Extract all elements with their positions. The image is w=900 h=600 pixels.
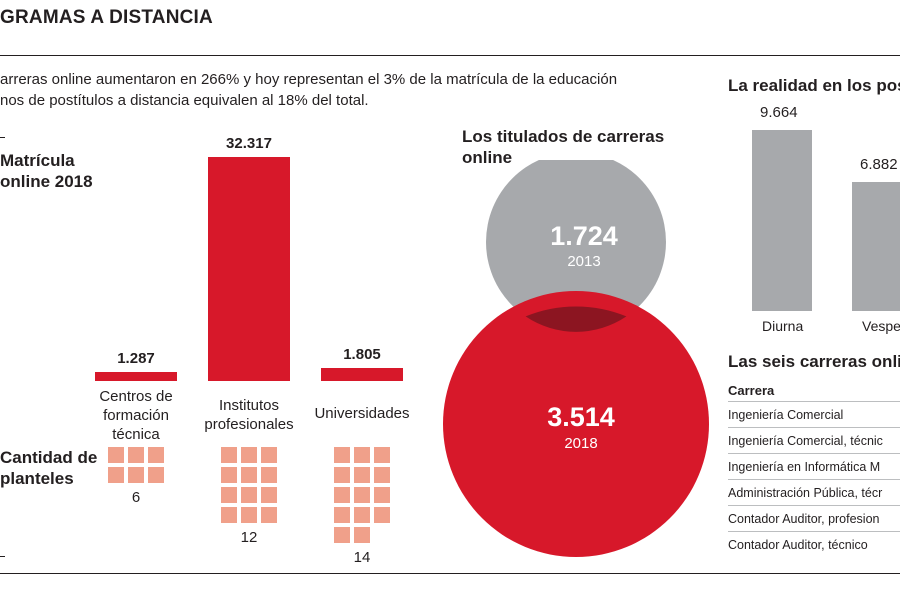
plantel-square xyxy=(334,467,350,483)
table-row: Contador Auditor, profesion xyxy=(728,512,880,526)
plantel-square xyxy=(128,447,144,463)
plantel-square xyxy=(241,467,257,483)
matricula-bar xyxy=(208,157,290,381)
plantel-square xyxy=(374,507,390,523)
plantel-square xyxy=(334,527,350,543)
table-row: Ingeniería Comercial xyxy=(728,408,844,422)
planteles-heading-line-1: Cantidad de xyxy=(0,448,98,467)
bubble-2013 xyxy=(486,160,666,332)
plantel-square xyxy=(221,487,237,503)
matricula-bar-label-line: Centros de xyxy=(99,388,173,405)
realidad-heading: La realidad en los pos xyxy=(728,76,900,95)
section-tick xyxy=(0,137,5,138)
realidad-bar-value: 9.664 xyxy=(760,104,798,121)
plantel-square xyxy=(108,447,124,463)
bubble-2018 xyxy=(443,291,709,557)
plantel-square xyxy=(374,467,390,483)
intro-line-2: nos de postítulos a distancia equivalen … xyxy=(0,92,369,109)
realidad-bar-label: Vespert xyxy=(862,318,900,334)
table-divider xyxy=(728,531,900,532)
table-row: Ingeniería Comercial, técnic xyxy=(728,434,883,448)
titulados-bubble-chart: 1.724 2013 3.514 2018 xyxy=(443,160,709,557)
plantel-square xyxy=(334,507,350,523)
matricula-heading-line-1: Matrícula xyxy=(0,151,75,170)
plantel-square xyxy=(221,447,237,463)
bubble-2018-value: 3.514 xyxy=(547,402,615,432)
plantel-square xyxy=(334,487,350,503)
matricula-bar-label-line: formación xyxy=(103,407,169,424)
matricula-bar-label-line: Institutos xyxy=(218,397,280,414)
carreras-column-header: Carrera xyxy=(728,383,775,398)
bubble-2013-year: 2013 xyxy=(567,253,600,270)
bubble-2013-value: 1.724 xyxy=(550,221,618,251)
plantel-square xyxy=(334,447,350,463)
table-divider xyxy=(728,401,900,402)
matricula-bar-value: 1.287 xyxy=(117,350,155,367)
plantel-square xyxy=(261,487,277,503)
table-divider xyxy=(728,479,900,480)
plantel-count: 12 xyxy=(240,529,258,546)
plantel-square xyxy=(354,487,370,503)
realidad-bar-value: 6.882 xyxy=(860,156,898,174)
matricula-heading-line-2: online 2018 xyxy=(0,172,93,191)
plantel-squares xyxy=(108,447,164,483)
plantel-square xyxy=(261,447,277,463)
planteles-heading-line-2: planteles xyxy=(0,469,74,488)
plantel-squares xyxy=(221,447,277,523)
plantel-square xyxy=(261,507,277,523)
matricula-bar-label-line: profesionales xyxy=(204,416,294,433)
intro-text: arreras online aumentaron en 266% y hoy … xyxy=(0,69,617,111)
matricula-bar-label-line: Universidades xyxy=(314,405,410,422)
table-row: Ingeniería en Informática M xyxy=(728,460,881,474)
plantel-square xyxy=(221,507,237,523)
matricula-bar-label: Universidades xyxy=(297,404,427,423)
realidad-bar xyxy=(752,130,812,311)
plantel-count: 14 xyxy=(353,549,371,566)
plantel-square xyxy=(354,527,370,543)
plantel-square xyxy=(128,467,144,483)
plantel-square xyxy=(374,487,390,503)
intro-line-1: arreras online aumentaron en 266% y hoy … xyxy=(0,71,618,88)
title-divider xyxy=(0,55,900,56)
table-row: Administración Pública, técr xyxy=(728,486,883,500)
matricula-bar-value: 1.805 xyxy=(343,346,381,364)
matricula-bar-value: 32.317 xyxy=(226,135,272,152)
section-tick xyxy=(0,556,5,557)
plantel-square xyxy=(354,467,370,483)
bubble-2018-year: 2018 xyxy=(564,435,597,452)
matricula-bar-label: Centros de formación técnica xyxy=(71,387,201,444)
titulados-heading: Los titulados de carreras online xyxy=(462,126,664,168)
plantel-square xyxy=(108,467,124,483)
bubble-overlap xyxy=(525,306,627,332)
realidad-bar xyxy=(852,182,900,311)
plantel-count: 6 xyxy=(131,489,141,506)
matricula-bar xyxy=(95,372,177,381)
plantel-square xyxy=(241,487,257,503)
plantel-square xyxy=(261,467,277,483)
titulados-heading-line-1: Los titulados de carreras xyxy=(462,127,665,146)
table-row: Contador Auditor, técnico xyxy=(728,538,868,552)
matricula-bar xyxy=(321,368,403,381)
plantel-square xyxy=(354,447,370,463)
plantel-square xyxy=(221,467,237,483)
table-divider xyxy=(728,505,900,506)
plantel-square xyxy=(241,447,257,463)
matricula-heading: Matrícula online 2018 xyxy=(0,150,93,192)
bottom-divider xyxy=(0,573,900,574)
realidad-bar-label: Diurna xyxy=(762,318,804,334)
plantel-square xyxy=(241,507,257,523)
planteles-heading: Cantidad de planteles xyxy=(0,447,97,489)
plantel-square xyxy=(374,447,390,463)
plantel-square xyxy=(148,447,164,463)
table-divider xyxy=(728,427,900,428)
matricula-bar-label-line: técnica xyxy=(112,426,160,443)
table-divider xyxy=(728,453,900,454)
plantel-square xyxy=(354,507,370,523)
page-title: GRAMAS A DISTANCIA xyxy=(0,7,213,28)
plantel-square xyxy=(148,467,164,483)
plantel-squares xyxy=(334,447,390,543)
matricula-bar-label: Institutos profesionales xyxy=(184,396,314,434)
carreras-heading: Las seis carreras onli xyxy=(728,352,900,371)
titulados-heading-line-2: online xyxy=(462,148,513,167)
